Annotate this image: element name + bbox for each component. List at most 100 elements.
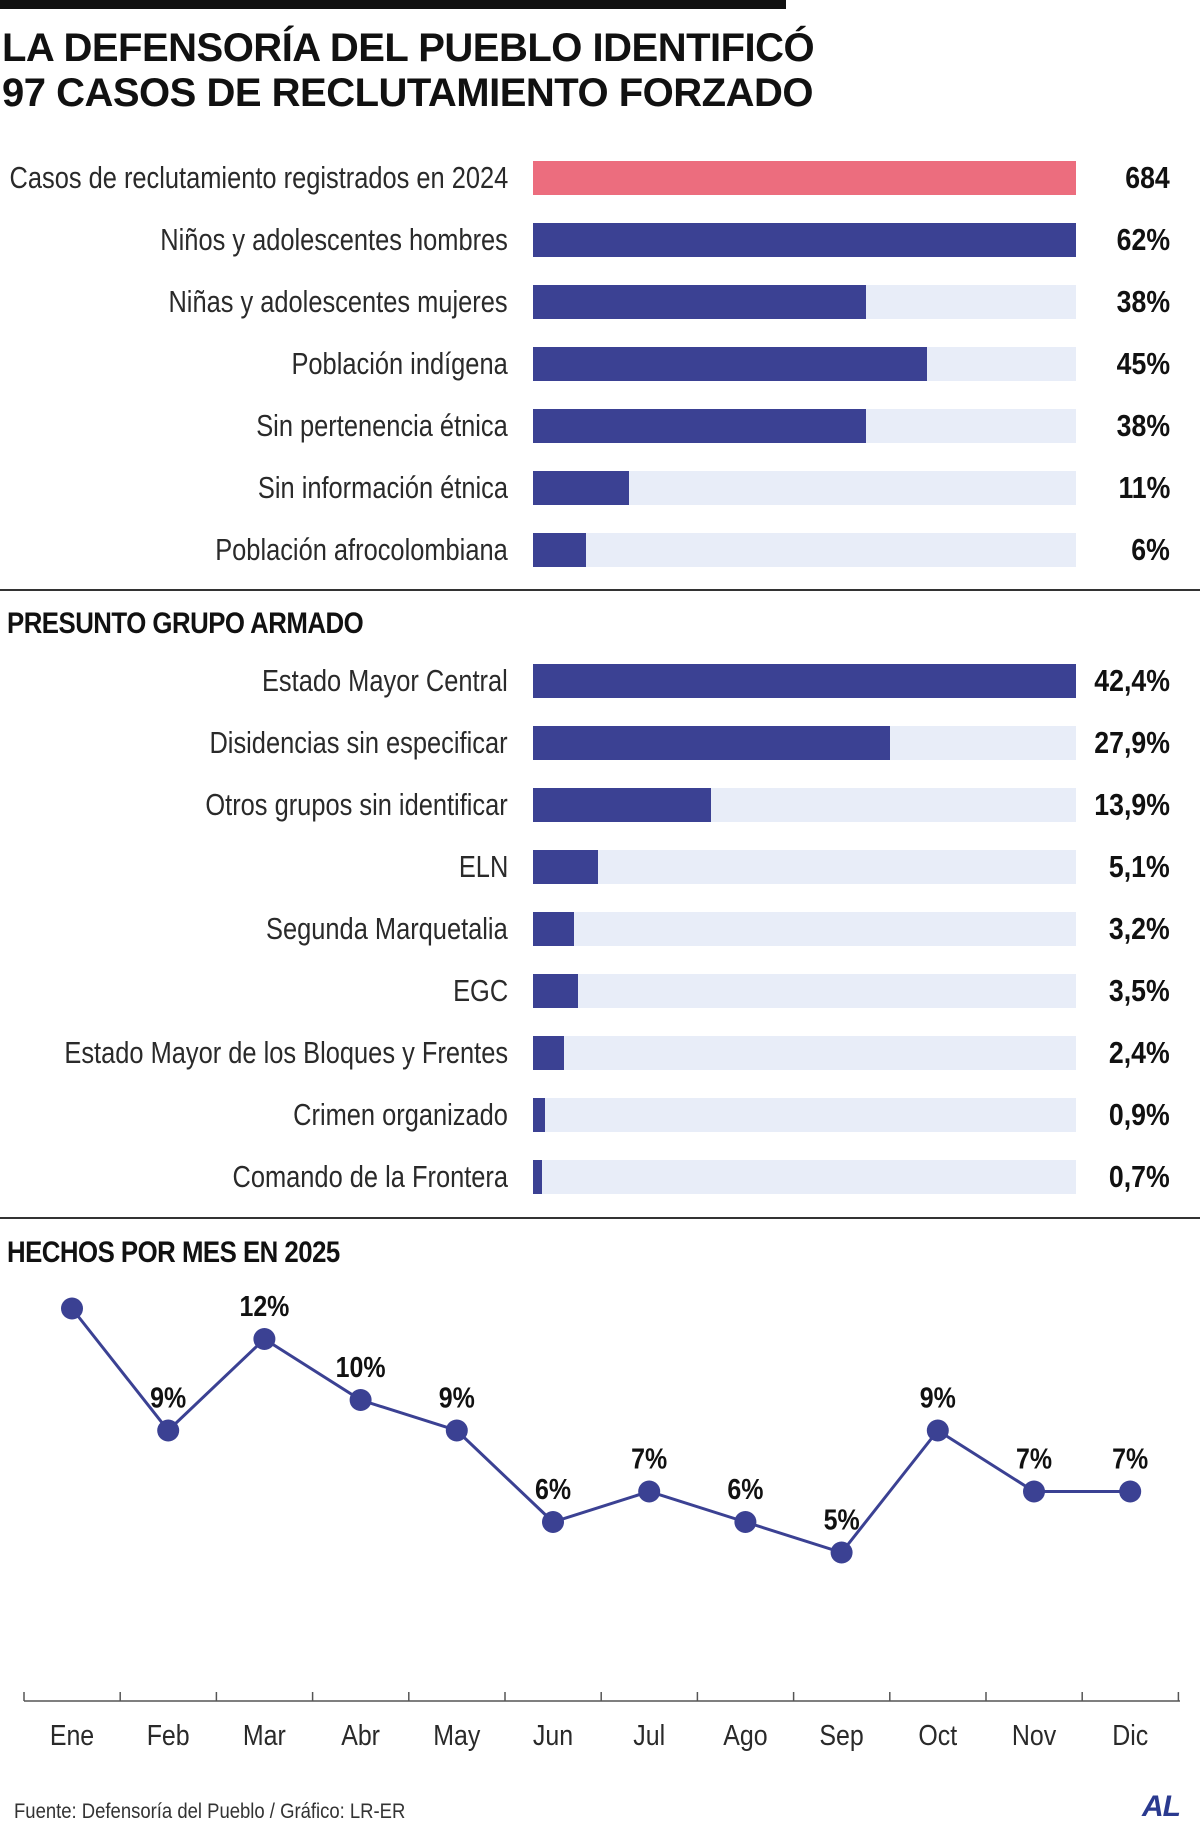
bar-track	[533, 912, 1076, 946]
title-line-2: 97 CASOS DE RECLUTAMIENTO FORZADO	[2, 71, 813, 115]
bar-track	[533, 533, 1076, 567]
bar-value-label: 11%	[1118, 470, 1170, 505]
bar	[533, 285, 866, 319]
bar-row: Población indígena 45%	[0, 347, 1200, 381]
section-divider	[0, 1217, 1200, 1219]
bar	[533, 726, 891, 760]
bar	[533, 1098, 545, 1132]
bar-track	[533, 726, 1076, 760]
x-tick-label: Abr	[341, 1719, 380, 1751]
x-tick-label: Sep	[819, 1719, 863, 1751]
data-point	[638, 1480, 661, 1503]
data-point	[542, 1511, 564, 1533]
brand-logo: AL	[1142, 1790, 1181, 1823]
data-point	[1023, 1480, 1045, 1503]
source-note: Fuente: Defensoría del Pueblo / Gráfico:…	[14, 1800, 406, 1823]
bar-row: Disidencias sin especificar 27,9%	[0, 726, 1200, 760]
bar	[533, 912, 574, 946]
x-tick-label: Jun	[533, 1719, 573, 1751]
bar-track	[533, 664, 1076, 698]
data-label: 7%	[1016, 1443, 1052, 1475]
bar-value-label: 6%	[1131, 532, 1170, 567]
bar-label: ELN	[458, 849, 508, 884]
bar-row: Segunda Marquetalia 3,2%	[0, 912, 1200, 946]
data-point	[445, 1419, 468, 1442]
bar-row: Población afrocolombiana 6%	[0, 533, 1200, 567]
bar-value-label: 684	[1125, 160, 1170, 195]
bar-row: Otros grupos sin identificar 13,9%	[0, 788, 1200, 822]
x-tick-label: Dic	[1112, 1719, 1148, 1751]
bar	[533, 664, 1076, 698]
bar-value-label: 2,4%	[1109, 1035, 1170, 1070]
bar-label: Sin pertenencia étnica	[256, 408, 508, 443]
bar-row: Niños y adolescentes hombres 62%	[0, 223, 1200, 257]
bar-label: Crimen organizado	[293, 1097, 508, 1132]
bar-value-label: 38%	[1116, 284, 1170, 319]
bar-track	[533, 161, 1076, 195]
bar-label: Casos de reclutamiento registrados en 20…	[9, 160, 508, 195]
x-tick-label: Jul	[633, 1719, 665, 1751]
armed-group-heading: PRESUNTO GRUPO ARMADO	[7, 607, 364, 640]
x-tick-label: Mar	[243, 1719, 286, 1751]
bar-value-label: 62%	[1116, 222, 1170, 257]
data-label: 9%	[150, 1382, 186, 1414]
bar	[533, 409, 866, 443]
bar-value-label: 38%	[1116, 408, 1170, 443]
bar-track	[533, 1036, 1076, 1070]
bar-track	[533, 409, 1076, 443]
data-label: 5%	[824, 1504, 860, 1536]
x-tick-label: May	[433, 1719, 481, 1751]
bar-label: Sin información étnica	[257, 470, 508, 505]
data-point	[349, 1389, 372, 1411]
bar-row: Sin información étnica 11%	[0, 471, 1200, 505]
bar-row: Crimen organizado 0,9%	[0, 1098, 1200, 1132]
bar-value-label: 3,2%	[1109, 911, 1170, 946]
bar	[533, 347, 928, 381]
bar-row: Estado Mayor Central 42,4%	[0, 664, 1200, 698]
bar-label: Segunda Marquetalia	[266, 911, 508, 946]
top-rule	[0, 0, 786, 9]
bar-row: Estado Mayor de los Bloques y Frentes 2,4…	[0, 1036, 1200, 1070]
bar-label: Niñas y adolescentes mujeres	[168, 284, 508, 319]
data-point	[926, 1419, 949, 1442]
data-label: 6%	[727, 1473, 763, 1505]
data-label: 13%	[47, 1290, 97, 1292]
bar-row: ELN 5,1%	[0, 850, 1200, 884]
bar-label: Otros grupos sin identificar	[205, 787, 508, 822]
bar	[533, 974, 578, 1008]
monthly-line-chart: 13% Ene 9% Feb 12% Mar 10% Abr 9% May 6% Jun 7% Jul 6%…	[23, 1290, 1180, 1751]
bar-label: Comando de la Frontera	[232, 1159, 508, 1194]
bar	[533, 161, 1076, 195]
bar-row: EGC 3,5%	[0, 974, 1200, 1008]
bar-value-label: 13,9%	[1094, 787, 1170, 822]
x-tick-label: Ene	[50, 1719, 94, 1751]
bar	[533, 223, 1076, 257]
x-tick-label: Ago	[723, 1719, 767, 1751]
data-label: 9%	[439, 1382, 475, 1414]
bar-row: Sin pertenencia étnica 38%	[0, 409, 1200, 443]
data-point	[253, 1328, 276, 1350]
bar	[533, 1036, 564, 1070]
data-label: 12%	[239, 1290, 289, 1322]
data-point	[830, 1541, 853, 1564]
bar-track	[533, 788, 1076, 822]
bar-row: Comando de la Frontera 0,7%	[0, 1160, 1200, 1194]
bar-value-label: 27,9%	[1094, 725, 1170, 760]
bar-value-label: 0,9%	[1109, 1097, 1170, 1132]
bar-track	[533, 285, 1076, 319]
data-point	[157, 1419, 180, 1442]
bar-label: EGC	[452, 973, 508, 1008]
bar-track	[533, 1160, 1076, 1194]
bar	[533, 850, 599, 884]
section-divider	[0, 589, 1200, 591]
x-tick-label: Nov	[1012, 1719, 1057, 1751]
bar	[533, 533, 586, 567]
bar	[533, 471, 630, 505]
monthly-heading: HECHOS POR MES EN 2025	[7, 1236, 340, 1269]
bar-label: Población indígena	[291, 346, 508, 381]
bar-track	[533, 347, 1076, 381]
bar	[533, 788, 711, 822]
data-label: 7%	[631, 1443, 667, 1475]
bar-track	[533, 850, 1076, 884]
title-line-1: LA DEFENSORÍA DEL PUEBLO IDENTIFICÓ	[2, 26, 815, 70]
